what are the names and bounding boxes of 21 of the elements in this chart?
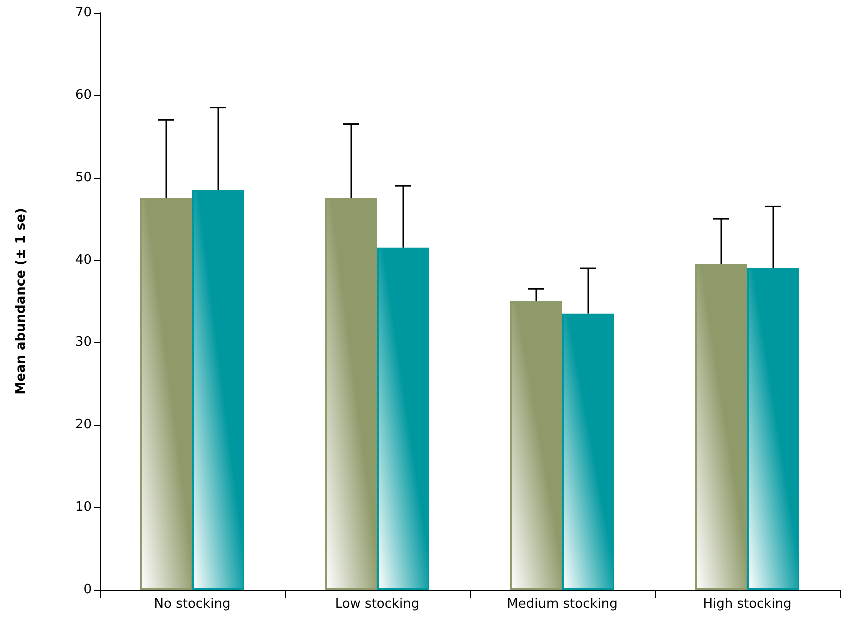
bar [510, 302, 562, 590]
x-tick-label: No stocking [154, 597, 231, 612]
bar [562, 314, 614, 590]
y-tick-label: 30 [75, 335, 92, 350]
bar [140, 198, 192, 590]
y-tick-label: 70 [75, 6, 92, 20]
bar [326, 198, 378, 590]
bar [748, 268, 800, 590]
x-tick-label: High stocking [703, 597, 792, 612]
bar [378, 248, 430, 590]
x-tick-label: Medium stocking [507, 597, 618, 612]
y-tick-label: 50 [75, 170, 92, 186]
bar [696, 264, 748, 590]
y-tick-label: 60 [75, 88, 92, 103]
y-tick-label: 20 [75, 418, 92, 433]
y-tick-label: 0 [84, 582, 92, 598]
x-tick-label: Low stocking [335, 597, 420, 612]
y-tick-label: 40 [75, 252, 92, 268]
y-axis-title: Mean abundance (± 1 se) [14, 208, 29, 395]
bar [192, 190, 244, 590]
y-tick-label: 10 [75, 500, 92, 516]
